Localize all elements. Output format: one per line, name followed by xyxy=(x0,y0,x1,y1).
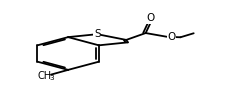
Text: O: O xyxy=(167,32,175,42)
Text: CH: CH xyxy=(37,71,52,81)
Text: 3: 3 xyxy=(50,75,54,81)
Text: O: O xyxy=(146,13,154,23)
Text: S: S xyxy=(93,29,100,39)
